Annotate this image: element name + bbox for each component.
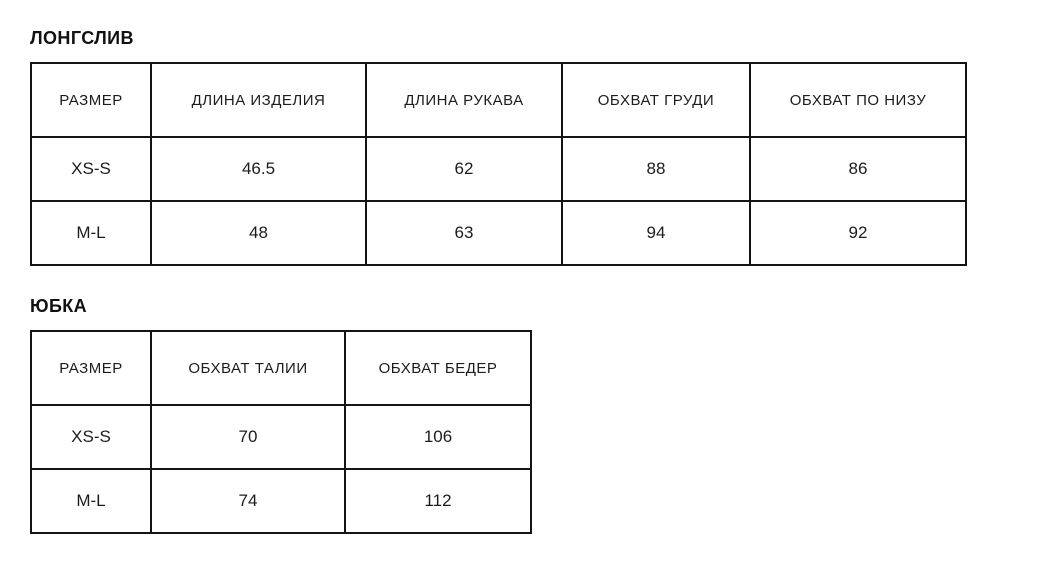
longsleeve-section: ЛОНГСЛИВ РАЗМЕР ДЛИНА ИЗДЕЛИЯ ДЛИНА РУКА… — [30, 28, 1054, 266]
size-charts-page: ЛОНГСЛИВ РАЗМЕР ДЛИНА ИЗДЕЛИЯ ДЛИНА РУКА… — [30, 28, 1054, 534]
table-row-m-l: M-L 48 63 94 92 — [30, 200, 967, 266]
header-cell-size: РАЗМЕР — [30, 62, 152, 138]
skirt-section: ЮБКА РАЗМЕР ОБХВАТ ТАЛИИ ОБХВАТ БЕДЕР XS… — [30, 296, 1054, 534]
skirt-header-row: РАЗМЕР ОБХВАТ ТАЛИИ ОБХВАТ БЕДЕР — [30, 330, 532, 406]
header-cell-garment-length: ДЛИНА ИЗДЕЛИЯ — [150, 62, 367, 138]
header-cell-size: РАЗМЕР — [30, 330, 152, 406]
value-cell: 70 — [150, 404, 346, 470]
skirt-table-title: ЮБКА — [30, 296, 88, 316]
longsleeve-header-row: РАЗМЕР ДЛИНА ИЗДЕЛИЯ ДЛИНА РУКАВА ОБХВАТ… — [30, 62, 967, 138]
value-cell: 74 — [150, 468, 346, 534]
table-row-xs-s: XS-S 46.5 62 88 86 — [30, 136, 967, 202]
table-row-m-l: M-L 74 112 — [30, 468, 532, 534]
value-cell: 62 — [365, 136, 563, 202]
skirt-size-table: РАЗМЕР ОБХВАТ ТАЛИИ ОБХВАТ БЕДЕР XS-S 70… — [30, 330, 532, 534]
header-cell-hips: ОБХВАТ БЕДЕР — [344, 330, 532, 406]
size-cell: XS-S — [30, 136, 152, 202]
header-cell-chest: ОБХВАТ ГРУДИ — [561, 62, 751, 138]
value-cell: 106 — [344, 404, 532, 470]
value-cell: 46.5 — [150, 136, 367, 202]
value-cell: 63 — [365, 200, 563, 266]
value-cell: 88 — [561, 136, 751, 202]
size-cell: M-L — [30, 200, 152, 266]
value-cell: 86 — [749, 136, 967, 202]
value-cell: 112 — [344, 468, 532, 534]
header-cell-bottom: ОБХВАТ ПО НИЗУ — [749, 62, 967, 138]
value-cell: 48 — [150, 200, 367, 266]
longsleeve-size-table: РАЗМЕР ДЛИНА ИЗДЕЛИЯ ДЛИНА РУКАВА ОБХВАТ… — [30, 62, 967, 266]
header-cell-sleeve-length: ДЛИНА РУКАВА — [365, 62, 563, 138]
header-cell-waist: ОБХВАТ ТАЛИИ — [150, 330, 346, 406]
longsleeve-table-title: ЛОНГСЛИВ — [30, 28, 134, 48]
size-cell: M-L — [30, 468, 152, 534]
value-cell: 92 — [749, 200, 967, 266]
size-cell: XS-S — [30, 404, 152, 470]
value-cell: 94 — [561, 200, 751, 266]
table-row-xs-s: XS-S 70 106 — [30, 404, 532, 470]
